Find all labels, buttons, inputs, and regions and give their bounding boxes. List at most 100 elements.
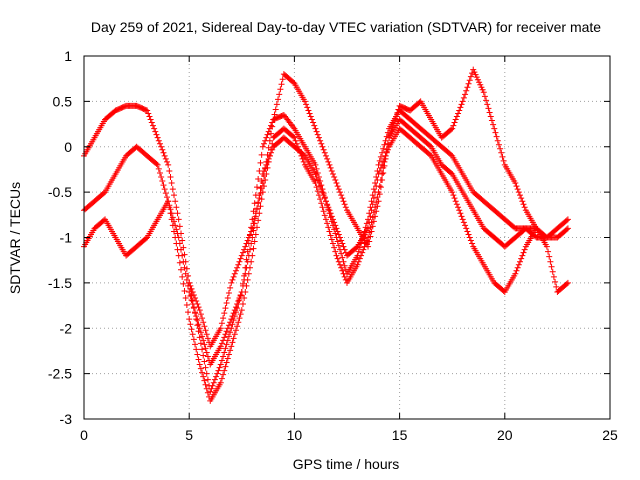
data-point	[272, 106, 279, 113]
data-point	[217, 379, 224, 386]
data-point	[222, 331, 229, 338]
data-point	[375, 170, 382, 177]
series-2	[81, 116, 571, 404]
data-point	[365, 225, 372, 232]
data-point	[231, 331, 238, 338]
data-point	[265, 155, 272, 162]
data-point	[220, 353, 227, 360]
data-point	[368, 198, 375, 205]
data-point	[390, 120, 397, 127]
data-point	[451, 119, 458, 126]
data-point	[342, 204, 349, 211]
data-point	[275, 96, 282, 103]
data-point	[317, 183, 324, 190]
data-point	[192, 341, 199, 348]
data-point	[265, 144, 272, 151]
data-point	[514, 264, 521, 271]
data-point	[457, 210, 464, 217]
data-point	[474, 76, 481, 83]
axis-ticks	[83, 55, 611, 420]
data-point	[467, 73, 474, 80]
data-point	[339, 254, 346, 261]
data-point	[236, 315, 243, 322]
data-point	[264, 131, 271, 138]
data-point	[197, 329, 204, 336]
data-point	[334, 255, 341, 262]
data-point	[334, 228, 341, 235]
data-point	[232, 327, 239, 334]
series-4	[186, 66, 540, 350]
data-point	[456, 207, 463, 214]
data-point	[335, 242, 342, 249]
data-point	[195, 356, 202, 363]
data-point	[239, 282, 246, 289]
data-point	[451, 195, 458, 202]
data-point	[229, 276, 236, 283]
data-point	[173, 226, 180, 233]
x-tick-label: 0	[80, 427, 88, 443]
data-point	[495, 141, 502, 148]
data-point	[156, 169, 163, 176]
data-point	[245, 234, 252, 241]
data-point	[220, 337, 227, 344]
data-point	[255, 217, 262, 224]
data-point	[255, 200, 262, 207]
data-point	[307, 113, 314, 120]
plot-frame	[83, 55, 611, 420]
data-point	[172, 198, 179, 205]
data-point	[188, 285, 195, 292]
data-point	[158, 174, 165, 180]
data-point	[543, 243, 550, 250]
data-point	[332, 177, 339, 184]
data-point	[176, 223, 183, 230]
data-point	[273, 101, 280, 108]
data-point	[464, 228, 471, 235]
data-point	[360, 246, 367, 253]
data-point	[243, 240, 250, 247]
data-point	[218, 375, 225, 382]
data-point	[335, 258, 342, 265]
data-point	[564, 216, 571, 223]
data-point	[480, 89, 487, 96]
data-point	[490, 121, 497, 128]
data-point	[194, 322, 201, 329]
data-point	[322, 152, 329, 159]
data-point	[369, 223, 376, 230]
data-point	[514, 186, 521, 193]
data-point	[335, 186, 342, 193]
data-point	[182, 295, 189, 301]
data-point	[372, 180, 379, 187]
data-point	[466, 77, 473, 84]
data-point	[224, 355, 231, 362]
data-point	[478, 84, 485, 91]
data-point	[202, 381, 209, 388]
data-point	[448, 126, 455, 133]
data-point	[321, 149, 328, 156]
data-point	[255, 176, 262, 183]
data-point	[355, 248, 362, 255]
data-point	[313, 128, 320, 135]
data-point	[313, 165, 320, 172]
data-point	[372, 213, 379, 220]
y-axis-label: SDTVAR / TECUs	[7, 182, 23, 294]
data-point	[253, 205, 260, 212]
data-point	[546, 253, 553, 260]
data-point	[179, 237, 186, 244]
y-tick-label: -2.5	[48, 366, 72, 382]
data-point	[426, 151, 433, 158]
data-point	[261, 172, 268, 179]
data-point	[320, 146, 327, 153]
data-point	[200, 319, 207, 326]
data-point	[369, 192, 376, 199]
data-point	[201, 358, 208, 365]
data-point	[299, 155, 306, 162]
data-point	[328, 236, 335, 243]
data-point	[549, 268, 556, 275]
data-point	[187, 292, 194, 299]
data-point	[217, 343, 224, 350]
data-point	[183, 302, 190, 309]
data-point	[326, 228, 333, 235]
data-point	[335, 231, 342, 238]
data-point	[311, 122, 318, 129]
y-tick-label: -3	[60, 411, 73, 427]
